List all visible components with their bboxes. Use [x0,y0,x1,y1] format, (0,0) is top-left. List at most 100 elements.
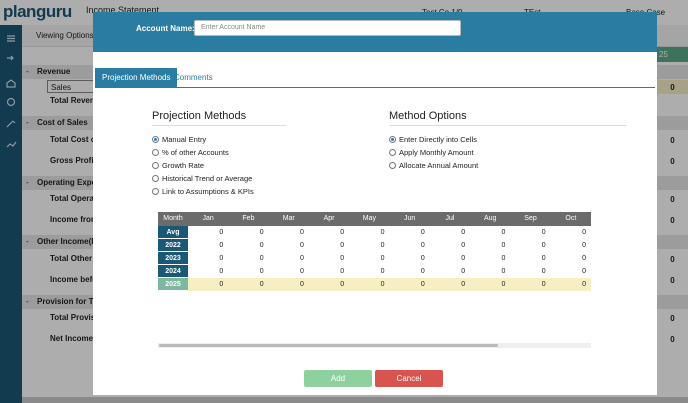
grid-row-bg [188,278,591,291]
radio[interactable] [152,162,159,169]
grid-cell[interactable]: 0 [461,268,466,275]
grid-cell[interactable]: 0 [420,229,425,236]
grid-cell[interactable]: 0 [541,281,546,288]
grid-cell[interactable]: 0 [380,255,385,262]
cancel-button[interactable]: Cancel [375,370,443,387]
grid-cell[interactable]: 0 [219,229,224,236]
row-label: Total Other In [50,254,102,263]
tab[interactable]: Projection Methods [95,68,178,88]
grid-header-cell: Feb [242,215,255,222]
radio[interactable] [152,136,159,143]
grid-header-cell: Sep [524,215,537,222]
grid-cell[interactable]: 0 [461,242,466,249]
radio-label[interactable]: Link to Assumptions & KPIs [162,187,254,196]
row-label: Income befor [50,275,101,284]
radio[interactable] [389,162,396,169]
options-heading: Method Options [389,110,627,126]
section-marker: - [26,118,29,127]
tab[interactable]: Comments [174,73,213,82]
grid-cell[interactable]: 0 [259,268,264,275]
grid-cell[interactable]: 0 [420,281,425,288]
grid-header-cell: Jan [202,215,214,222]
grid-cell[interactable]: 0 [380,268,385,275]
grid-cell[interactable]: 0 [340,268,345,275]
grid-cell[interactable]: 0 [299,255,304,262]
grid-cell[interactable]: 0 [582,268,586,275]
grid-cell[interactable]: 0 [380,281,385,288]
radio[interactable] [152,188,159,195]
grid-cell[interactable]: 0 [340,255,345,262]
grid-cell[interactable]: 0 [299,268,304,275]
grid-cell[interactable]: 0 [541,242,546,249]
radio-label[interactable]: Historical Trend or Average [162,174,253,183]
grid-cell[interactable]: 0 [420,242,425,249]
add-button[interactable]: Add [304,370,372,387]
grid-cell[interactable]: 0 [582,229,586,236]
grid-header-cell: Aug [484,215,497,222]
radio[interactable] [389,136,396,143]
radio-label[interactable]: Manual Entry [162,135,207,144]
grid-cell[interactable]: 0 [461,229,466,236]
radio-label[interactable]: Enter Directly into Cells [399,135,477,144]
grid-cell[interactable]: 0 [461,255,466,262]
grid-cell[interactable]: 0 [259,242,264,249]
grid-cell[interactable]: 0 [380,242,385,249]
grid-cell[interactable]: 0 [501,268,506,275]
grid-cell[interactable]: 0 [259,229,264,236]
row-label: Income from [50,215,99,224]
grid-cell[interactable]: 0 [582,242,586,249]
account-input[interactable]: Enter Account Name [194,20,461,36]
scroll-thumb[interactable] [159,344,498,347]
report-select[interactable]: Income Statement [86,5,160,15]
grid-cell[interactable]: 0 [340,229,345,236]
grid-cell[interactable]: 0 [219,242,224,249]
modal: Account Name: Enter Account Name Project… [93,12,657,395]
radio[interactable] [389,149,396,156]
radio-label[interactable]: Growth Rate [162,161,205,170]
grid-row-label: 2025 [158,278,188,291]
grid-cell[interactable]: 0 [541,255,546,262]
row-value: 0 [670,314,675,323]
grid-row-label: 2023 [158,252,188,265]
section-marker: - [26,297,29,306]
grid-cell[interactable]: 0 [219,281,224,288]
row-label: Total Cost of [50,135,99,144]
grid-cell[interactable]: 0 [420,268,425,275]
grid-cell[interactable]: 0 [340,242,345,249]
grid-cell[interactable]: 0 [420,255,425,262]
grid-cell[interactable]: 0 [501,242,506,249]
radio[interactable] [152,149,159,156]
grid-cell[interactable]: 0 [299,281,304,288]
radio-label[interactable]: % of other Accounts [162,148,229,157]
tab-underline [95,87,655,88]
radio-label[interactable]: Allocate Annual Amount [399,161,479,170]
grid-cell[interactable]: 0 [582,255,586,262]
row-value: 0 [670,335,675,344]
section-label: Operating Expen [37,178,102,187]
section-label: Provision for Tax [37,297,102,306]
grid-cell[interactable]: 0 [501,255,506,262]
grid-cell[interactable]: 0 [259,281,264,288]
grid-cell[interactable]: 0 [541,268,546,275]
methods-heading: Projection Methods [152,110,286,126]
grid-cell[interactable]: 0 [461,281,466,288]
section-label: Revenue [37,67,71,76]
account-label: Account Name: [136,24,195,33]
row-value: 0 [670,195,675,204]
radio[interactable] [152,175,159,182]
grid-cell[interactable]: 0 [299,242,304,249]
grid-cell[interactable]: 0 [380,229,385,236]
section-marker: - [26,237,29,246]
grid-cell[interactable]: 0 [582,281,586,288]
grid-cell[interactable]: 0 [259,255,264,262]
radio-label[interactable]: Apply Monthly Amount [399,148,474,157]
grid-cell[interactable]: 0 [219,268,224,275]
grid-cell[interactable]: 0 [340,281,345,288]
grid-cell[interactable]: 0 [541,229,546,236]
grid-cell[interactable]: 0 [501,229,506,236]
grid-cell[interactable]: 0 [299,229,304,236]
grid-cell[interactable]: 0 [219,255,224,262]
row-label: Net Income [50,334,94,343]
grid-cell[interactable]: 0 [501,281,506,288]
viewing-options[interactable]: Viewing Options [36,31,94,40]
